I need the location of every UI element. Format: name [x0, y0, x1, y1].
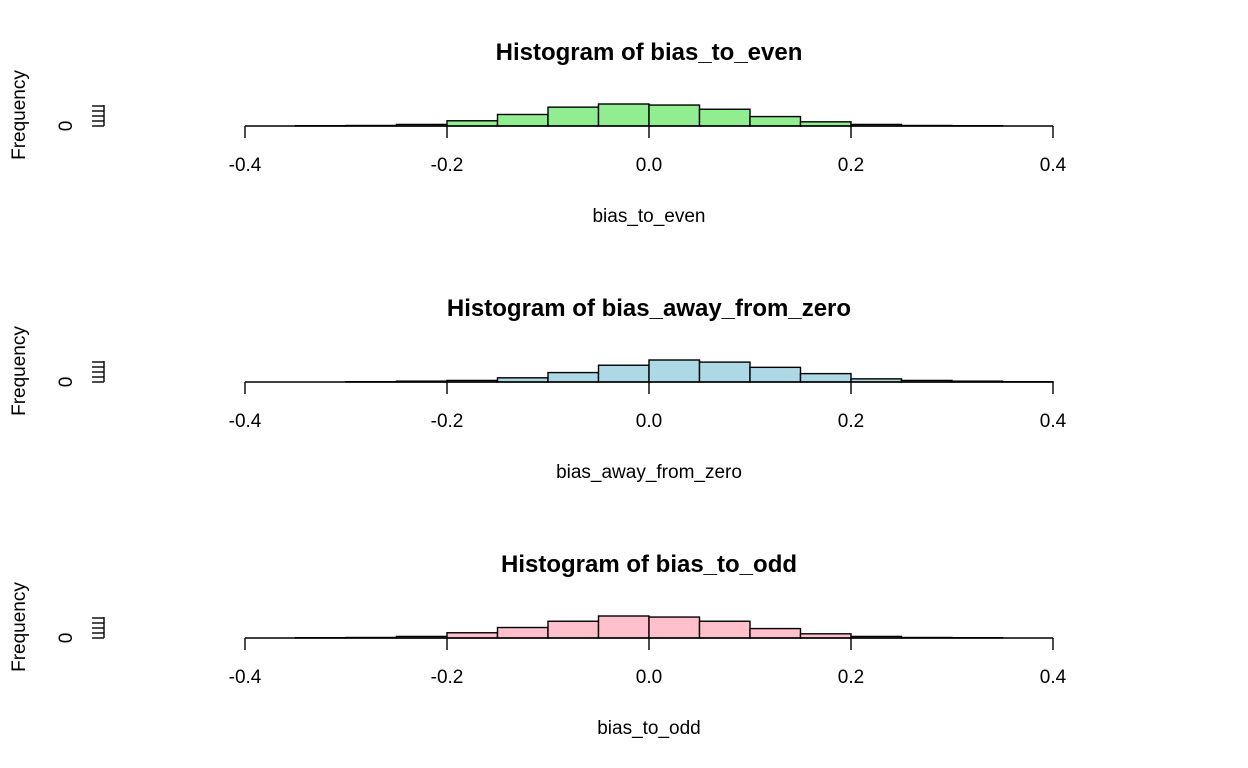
x-tick-label: 0.2 — [838, 155, 864, 176]
histogram-bar — [648, 104, 701, 127]
histogram-bar — [749, 627, 802, 639]
x-tick-label: -0.4 — [229, 155, 262, 176]
y-axis — [92, 105, 105, 127]
x-axis: -0.4 -0.2 0.0 0.2 0.4 — [229, 125, 1067, 176]
x-tick-label: 0.4 — [1040, 155, 1067, 176]
x-tick-label: 0.4 — [1040, 411, 1067, 432]
y-axis-label: Frequency — [9, 582, 30, 672]
histogram-bar — [698, 620, 751, 639]
x-tick-label: 0.0 — [636, 155, 662, 176]
x-axis-label: bias_to_odd — [597, 718, 701, 739]
y-axis — [92, 617, 105, 639]
chart-title: Histogram of bias_to_even — [496, 39, 803, 66]
histogram-panel-bias-to-even: Histogram of bias_to_even Frequency 0 -0… — [9, 39, 1067, 227]
x-tick-label: -0.2 — [431, 155, 464, 176]
x-axis: -0.4 -0.2 0.0 0.2 0.4 — [229, 637, 1067, 688]
histogram-bar — [446, 632, 499, 639]
x-axis-label: bias_to_even — [592, 206, 705, 227]
histogram-bar — [648, 616, 701, 639]
histogram-bars — [294, 615, 1004, 639]
histogram-bar — [698, 108, 751, 127]
histogram-bar — [496, 626, 549, 639]
y-axis-label: Frequency — [9, 70, 30, 160]
histogram-panel-bias-away-from-zero: Histogram of bias_away_from_zero Frequen… — [9, 295, 1067, 483]
histogram-panel-bias-to-odd: Histogram of bias_to_odd Frequency 0 -0.… — [9, 551, 1067, 739]
y-axis-label: Frequency — [9, 326, 30, 416]
x-tick-label: -0.2 — [431, 667, 464, 688]
x-tick-label: -0.2 — [431, 411, 464, 432]
x-tick-label: 0.4 — [1040, 667, 1067, 688]
histogram-bar — [446, 120, 499, 127]
y-tick-label-zero: 0 — [56, 633, 77, 644]
histogram-bar — [547, 620, 600, 639]
histogram-bar — [597, 103, 650, 127]
y-axis — [92, 361, 105, 383]
x-tick-label: 0.0 — [636, 667, 662, 688]
x-tick-label: -0.4 — [229, 411, 262, 432]
histogram-bar — [749, 366, 802, 383]
histogram-bar — [597, 615, 650, 639]
histogram-bar — [749, 115, 802, 127]
histogram-bar — [799, 372, 852, 383]
x-tick-label: 0.0 — [636, 411, 662, 432]
x-tick-label: -0.4 — [229, 667, 262, 688]
x-axis-label: bias_away_from_zero — [556, 462, 742, 483]
histogram-bars — [294, 103, 1004, 127]
y-tick-label-zero: 0 — [56, 121, 77, 132]
histogram-bar — [597, 364, 650, 383]
x-axis: -0.4 -0.2 0.0 0.2 0.4 — [229, 381, 1067, 432]
y-tick-label-zero: 0 — [56, 377, 77, 388]
histogram-bar — [547, 371, 600, 383]
x-tick-label: 0.2 — [838, 411, 864, 432]
histogram-bar — [496, 113, 549, 127]
histogram-bars — [345, 359, 1054, 383]
chart-title: Histogram of bias_to_odd — [501, 551, 797, 578]
x-tick-label: 0.2 — [838, 667, 864, 688]
histogram-bar — [648, 359, 701, 383]
chart-title: Histogram of bias_away_from_zero — [447, 295, 851, 322]
histogram-bar — [547, 106, 600, 127]
histogram-bar — [698, 361, 751, 383]
